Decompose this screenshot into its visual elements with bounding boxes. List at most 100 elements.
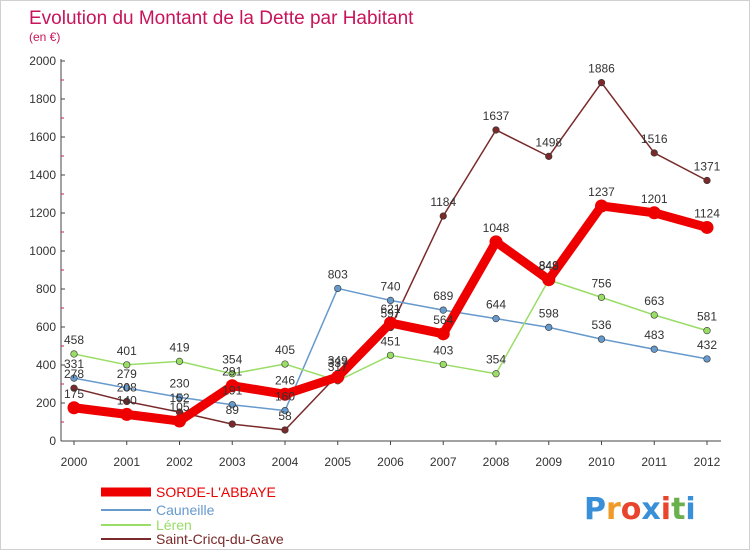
data-label: 331 bbox=[64, 357, 84, 371]
series-point-1 bbox=[650, 345, 658, 353]
data-label: 278 bbox=[64, 367, 84, 381]
series-point-1 bbox=[386, 296, 395, 305]
y-tick-label: 1800 bbox=[29, 92, 56, 106]
data-label: 337 bbox=[328, 356, 348, 370]
data-label: 849 bbox=[539, 259, 559, 273]
logo-letter: i bbox=[685, 492, 695, 527]
data-label: 403 bbox=[433, 343, 453, 357]
data-label: 230 bbox=[169, 376, 189, 390]
y-tick-label: 0 bbox=[49, 434, 56, 448]
data-label: 848 bbox=[539, 259, 559, 273]
logo-letter: o bbox=[621, 492, 642, 527]
data-label: 1498 bbox=[535, 135, 562, 149]
series-point-2 bbox=[703, 327, 711, 335]
data-label: 208 bbox=[117, 380, 137, 394]
series-point-2 bbox=[439, 360, 447, 369]
series-point-0 bbox=[436, 327, 450, 341]
data-label: 1201 bbox=[641, 192, 668, 206]
series-point-0 bbox=[595, 199, 608, 213]
series-point-1 bbox=[228, 401, 236, 409]
series-point-0 bbox=[647, 206, 661, 220]
y-tick-label: 1000 bbox=[29, 244, 56, 258]
series-point-0 bbox=[489, 235, 503, 249]
y-tick-label: 400 bbox=[36, 358, 56, 372]
data-label: 451 bbox=[380, 334, 400, 348]
data-label: 1637 bbox=[483, 109, 510, 123]
data-label: 349 bbox=[328, 354, 348, 368]
chart-title: Evolution du Montant de la Dette par Hab… bbox=[29, 8, 414, 29]
proxiti-logo: Proxiti bbox=[584, 492, 696, 527]
x-tick-label: 2009 bbox=[535, 455, 562, 469]
data-label: 354 bbox=[486, 353, 506, 367]
x-tick-label: 2007 bbox=[430, 455, 457, 469]
series-point-1 bbox=[70, 374, 78, 382]
data-label: 644 bbox=[486, 298, 506, 312]
logo-letter: x bbox=[641, 492, 660, 527]
logo-letter: r bbox=[606, 492, 621, 527]
y-tick-label: 800 bbox=[36, 282, 56, 296]
data-label: 140 bbox=[117, 393, 137, 407]
series-point-1 bbox=[334, 284, 342, 293]
series-point-3 bbox=[281, 426, 289, 434]
y-tick-label: 200 bbox=[36, 396, 56, 410]
series-point-0 bbox=[225, 379, 239, 393]
legend: SORDE-L'ABBAYE CauneilleLérenSaint-Cricq-… bbox=[101, 484, 284, 547]
series-point-3 bbox=[545, 152, 553, 160]
series-point-1 bbox=[492, 315, 500, 323]
series-point-3 bbox=[228, 420, 236, 428]
axes: 0 200 400 600 800 1000 1200 1400 1600 1800 2000 200… bbox=[29, 54, 721, 469]
x-tick-label: 2008 bbox=[483, 455, 510, 469]
data-label: 740 bbox=[380, 279, 400, 293]
logo-letter: P bbox=[584, 492, 606, 527]
series-point-0 bbox=[120, 407, 134, 421]
series-point-2 bbox=[386, 351, 395, 359]
series-point-2 bbox=[492, 370, 500, 378]
series-point-1 bbox=[439, 306, 447, 314]
data-label: 1371 bbox=[694, 160, 721, 174]
data-label: 1048 bbox=[483, 221, 510, 235]
data-label: 663 bbox=[644, 294, 664, 308]
series-point-1 bbox=[175, 393, 184, 401]
x-tick-label: 2003 bbox=[219, 455, 246, 469]
data-label: 564 bbox=[433, 313, 453, 327]
data-label: 581 bbox=[697, 310, 717, 324]
data-label: 1184 bbox=[430, 195, 456, 209]
data-label: 536 bbox=[591, 318, 611, 332]
series-point-3 bbox=[123, 397, 131, 406]
data-label: 58 bbox=[278, 409, 292, 423]
legend-label-3: Saint-Cricq-du-Gave bbox=[156, 531, 284, 547]
data-label: 405 bbox=[275, 343, 295, 357]
x-tick-label: 2006 bbox=[377, 455, 404, 469]
data-label: 1886 bbox=[588, 62, 615, 76]
series-point-1 bbox=[281, 407, 289, 415]
y-tick-label: 600 bbox=[36, 320, 56, 334]
data-label: 291 bbox=[222, 365, 242, 379]
data-label: 152 bbox=[169, 391, 189, 405]
x-tick-label: 2010 bbox=[588, 455, 615, 469]
x-tick-label: 2002 bbox=[166, 455, 193, 469]
series-point-1 bbox=[123, 384, 131, 392]
data-label: 689 bbox=[433, 289, 453, 303]
data-label: 621 bbox=[380, 302, 400, 316]
x-tick-label: 2005 bbox=[324, 455, 351, 469]
series-point-2 bbox=[175, 357, 184, 365]
series-point-1 bbox=[545, 323, 553, 331]
data-label: 401 bbox=[117, 344, 137, 358]
data-label: 1237 bbox=[588, 185, 615, 199]
series-point-0 bbox=[331, 370, 345, 384]
data-label: 1516 bbox=[641, 132, 668, 146]
data-label: 191 bbox=[222, 384, 242, 398]
series-layer bbox=[67, 79, 714, 434]
data-label: 756 bbox=[591, 276, 611, 290]
data-label: 279 bbox=[117, 367, 137, 381]
chart-subtitle: (en €) bbox=[29, 30, 60, 44]
y-tick-label: 2000 bbox=[29, 54, 56, 68]
series-point-2 bbox=[228, 370, 236, 378]
x-tick-label: 2004 bbox=[272, 455, 299, 469]
series-point-3 bbox=[597, 79, 606, 87]
data-label: 803 bbox=[328, 267, 348, 281]
series-point-0 bbox=[278, 387, 292, 401]
series-point-0 bbox=[700, 220, 714, 234]
series-point-2 bbox=[650, 311, 658, 319]
